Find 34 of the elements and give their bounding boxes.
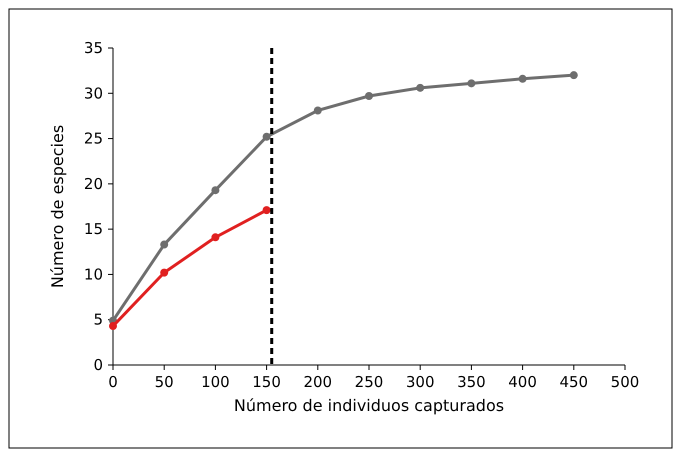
point xyxy=(109,322,117,330)
x-tick-label: 300 xyxy=(406,373,435,391)
y-tick-label: 10 xyxy=(84,265,103,284)
point xyxy=(262,132,271,141)
x-tick-label: 50 xyxy=(154,373,174,391)
y-axis-title: Número de especies xyxy=(48,124,67,288)
point xyxy=(211,233,220,242)
y-tick-label: 25 xyxy=(84,130,103,148)
point xyxy=(416,84,424,92)
point xyxy=(262,206,271,214)
x-tick-label: 400 xyxy=(508,373,537,391)
x-tick-label: 500 xyxy=(610,373,640,391)
y-tick-label: 35 xyxy=(84,39,103,57)
y-tick-label: 20 xyxy=(84,174,103,193)
y-tick-label: 15 xyxy=(84,220,103,238)
x-tick-label: 100 xyxy=(201,373,230,391)
y-tick-label: 5 xyxy=(93,310,103,329)
x-tick-label: 250 xyxy=(354,373,384,391)
point xyxy=(160,268,168,277)
x-tick-label: 200 xyxy=(303,373,332,391)
point xyxy=(211,186,220,194)
x-tick-label: 350 xyxy=(457,373,486,391)
point xyxy=(160,240,168,249)
x-tick-label: 0 xyxy=(108,373,118,391)
point xyxy=(365,92,373,100)
y-tick-label: 0 xyxy=(93,356,103,374)
point xyxy=(570,71,578,80)
x-tick-label: 450 xyxy=(559,373,588,391)
point xyxy=(518,74,527,83)
point xyxy=(467,79,476,88)
y-tick-label: 30 xyxy=(84,84,103,102)
x-axis-title: Número de individuos capturados xyxy=(234,396,504,415)
x-tick-label: 150 xyxy=(252,373,281,391)
point xyxy=(314,106,322,114)
